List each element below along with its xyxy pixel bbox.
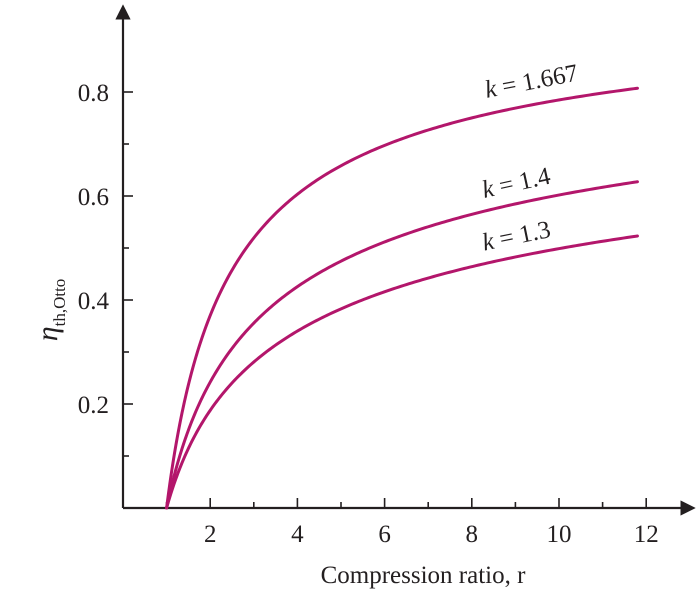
curve-k-1.667 [165,86,639,510]
efficiency-curves [165,86,639,510]
curve-label-k-1.667: k = 1.667 [483,60,580,104]
y-tick-label-0.2: 0.2 [78,392,109,419]
x-axis-title-text: Compression ratio, r [321,562,527,589]
x-ticks: 2 4 6 8 10 12 [165,498,659,548]
y-tick-label-0.8: 0.8 [78,80,109,107]
y-axis-subscript: th,Otto [50,279,69,327]
x-tick-label-4: 4 [291,521,304,548]
x-tick-label-2: 2 [204,521,217,548]
x-axis-title: Compression ratio, r [321,562,527,589]
svg-text:k = 1.667: k = 1.667 [483,60,580,104]
y-axis-symbol: η [31,326,64,341]
y-tick-label-0.6: 0.6 [78,184,109,211]
x-tick-label-8: 8 [466,521,479,548]
x-tick-label-6: 6 [378,521,391,548]
y-tick-label-0.4: 0.4 [78,288,110,315]
y-ticks: 0.2 0.4 0.6 0.8 [78,80,133,457]
x-tick-label-12: 12 [634,521,659,548]
y-axis-title: ηth,Otto [31,279,69,342]
curve-k-1.4 [165,180,639,510]
curve-k-1.3 [165,234,639,510]
x-tick-label-10: 10 [547,521,572,548]
svg-text:ηth,Otto: ηth,Otto [31,279,69,342]
